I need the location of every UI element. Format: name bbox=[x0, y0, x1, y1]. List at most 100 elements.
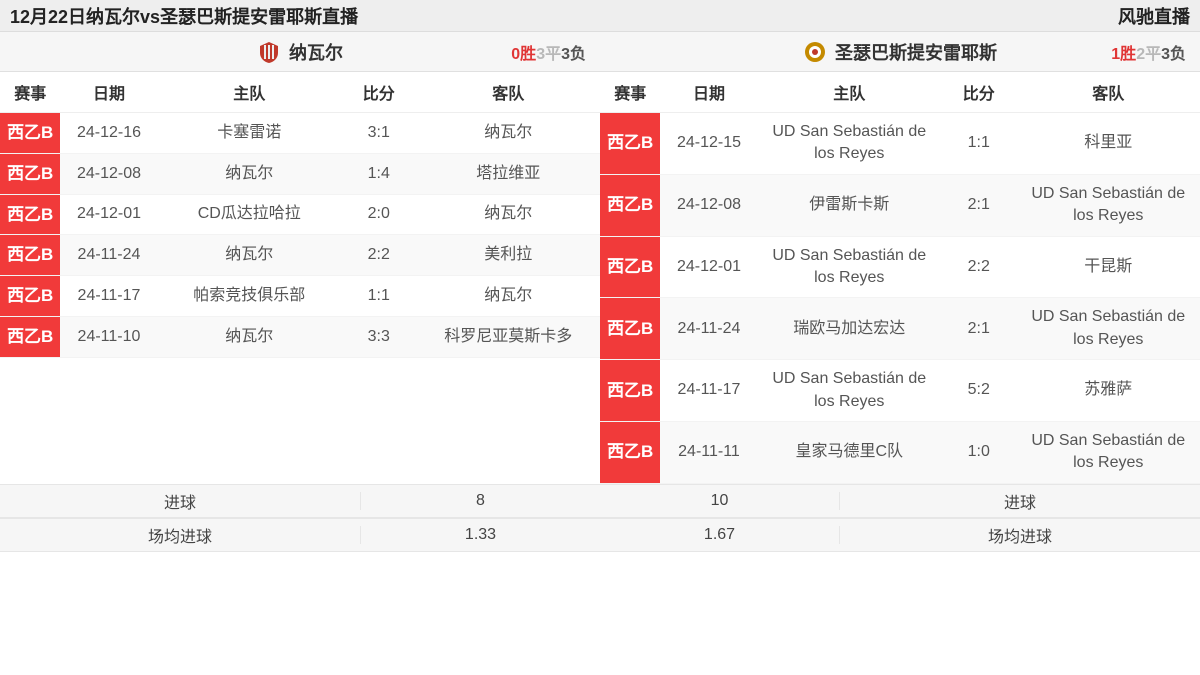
cell-home: 帕索竞技俱乐部 bbox=[158, 276, 341, 317]
col-score: 比分 bbox=[941, 72, 1017, 113]
cell-home: UD San Sebastián de los Reyes bbox=[758, 360, 941, 422]
stat-label: 场均进球 bbox=[0, 523, 360, 547]
cell-date: 24-12-08 bbox=[60, 153, 157, 194]
cell-score: 2:2 bbox=[341, 235, 417, 276]
cell-away: 塔拉维亚 bbox=[417, 153, 600, 194]
cell-away: UD San Sebastián de los Reyes bbox=[1017, 298, 1200, 360]
cell-league: 西乙B bbox=[600, 360, 660, 422]
record-draws: 3平 bbox=[536, 46, 561, 63]
team-name-right: 圣瑟巴斯提安雷耶斯 bbox=[835, 39, 997, 65]
col-league: 赛事 bbox=[0, 72, 60, 113]
cell-league: 西乙B bbox=[0, 113, 60, 154]
record-wins: 1胜 bbox=[1111, 46, 1136, 63]
cell-home: UD San Sebastián de los Reyes bbox=[758, 236, 941, 298]
record-draws: 2平 bbox=[1136, 46, 1161, 63]
left-panel: 纳瓦尔 0胜3平3负 赛事 日期 主队 比分 客队 西乙B24-12-16卡塞雷… bbox=[0, 32, 600, 484]
cell-away: 科罗尼亚莫斯卡多 bbox=[417, 316, 600, 357]
cell-away: 纳瓦尔 bbox=[417, 194, 600, 235]
cell-score: 1:1 bbox=[341, 276, 417, 317]
col-home: 主队 bbox=[158, 72, 341, 113]
table-row[interactable]: 西乙B24-11-11皇家马德里C队1:0UD San Sebastián de… bbox=[600, 421, 1200, 483]
cell-league: 西乙B bbox=[0, 235, 60, 276]
cell-home: CD瓜达拉哈拉 bbox=[158, 194, 341, 235]
cell-score: 2:2 bbox=[941, 236, 1017, 298]
stat-label: 进球 bbox=[0, 489, 360, 513]
cell-date: 24-12-08 bbox=[660, 174, 757, 236]
matches-table-left: 赛事 日期 主队 比分 客队 西乙B24-12-16卡塞雷诺3:1纳瓦尔西乙B2… bbox=[0, 72, 600, 358]
cell-score: 1:4 bbox=[341, 153, 417, 194]
col-league: 赛事 bbox=[600, 72, 660, 113]
right-panel: 圣瑟巴斯提安雷耶斯 1胜2平3负 赛事 日期 主队 比分 客队 西乙B24-12… bbox=[600, 32, 1200, 484]
cell-home: 瑞欧马加达宏达 bbox=[758, 298, 941, 360]
stat-row-avg: 1.67 场均进球 bbox=[600, 518, 1200, 552]
table-header-row: 赛事 日期 主队 比分 客队 bbox=[0, 72, 600, 113]
table-row[interactable]: 西乙B24-12-01CD瓜达拉哈拉2:0纳瓦尔 bbox=[0, 194, 600, 235]
cell-date: 24-11-24 bbox=[60, 235, 157, 276]
team-crest-icon bbox=[257, 40, 281, 64]
cell-home: 卡塞雷诺 bbox=[158, 113, 341, 154]
cell-date: 24-12-01 bbox=[60, 194, 157, 235]
cell-score: 5:2 bbox=[941, 360, 1017, 422]
team-crest-icon bbox=[803, 40, 827, 64]
cell-league: 西乙B bbox=[0, 194, 60, 235]
cell-date: 24-12-15 bbox=[660, 113, 757, 175]
record-losses: 3负 bbox=[561, 46, 586, 63]
cell-league: 西乙B bbox=[0, 153, 60, 194]
main-content: 纳瓦尔 0胜3平3负 赛事 日期 主队 比分 客队 西乙B24-12-16卡塞雷… bbox=[0, 32, 1200, 484]
cell-home: 纳瓦尔 bbox=[158, 235, 341, 276]
cell-score: 1:1 bbox=[941, 113, 1017, 175]
table-row[interactable]: 西乙B24-11-10纳瓦尔3:3科罗尼亚莫斯卡多 bbox=[0, 316, 600, 357]
table-row[interactable]: 西乙B24-11-24瑞欧马加达宏达2:1UD San Sebastián de… bbox=[600, 298, 1200, 360]
table-row[interactable]: 西乙B24-12-08纳瓦尔1:4塔拉维亚 bbox=[0, 153, 600, 194]
cell-league: 西乙B bbox=[600, 421, 660, 483]
table-row[interactable]: 西乙B24-11-24纳瓦尔2:2美利拉 bbox=[0, 235, 600, 276]
cell-away: 科里亚 bbox=[1017, 113, 1200, 175]
stat-value: 10 bbox=[600, 492, 840, 510]
stat-value: 1.67 bbox=[600, 526, 840, 544]
record-wins: 0胜 bbox=[511, 46, 536, 63]
table-row[interactable]: 西乙B24-12-08伊雷斯卡斯2:1UD San Sebastián de l… bbox=[600, 174, 1200, 236]
cell-home: 纳瓦尔 bbox=[158, 316, 341, 357]
stat-label: 进球 bbox=[840, 489, 1200, 513]
team-record-right: 1胜2平3负 bbox=[1111, 40, 1186, 64]
site-name: 风驰直播 bbox=[1118, 3, 1190, 29]
cell-score: 2:1 bbox=[941, 174, 1017, 236]
cell-date: 24-11-17 bbox=[660, 360, 757, 422]
table-row[interactable]: 西乙B24-12-01UD San Sebastián de los Reyes… bbox=[600, 236, 1200, 298]
cell-away: UD San Sebastián de los Reyes bbox=[1017, 174, 1200, 236]
cell-away: UD San Sebastián de los Reyes bbox=[1017, 421, 1200, 483]
stat-label: 场均进球 bbox=[840, 523, 1200, 547]
stat-row-goals: 10 进球 bbox=[600, 484, 1200, 518]
cell-date: 24-11-11 bbox=[660, 421, 757, 483]
col-date: 日期 bbox=[660, 72, 757, 113]
cell-league: 西乙B bbox=[0, 316, 60, 357]
cell-league: 西乙B bbox=[600, 113, 660, 175]
cell-score: 2:1 bbox=[941, 298, 1017, 360]
record-losses: 3负 bbox=[1161, 46, 1186, 63]
cell-date: 24-11-17 bbox=[60, 276, 157, 317]
team-header-right: 圣瑟巴斯提安雷耶斯 1胜2平3负 bbox=[600, 32, 1200, 72]
table-row[interactable]: 西乙B24-11-17UD San Sebastián de los Reyes… bbox=[600, 360, 1200, 422]
cell-home: 皇家马德里C队 bbox=[758, 421, 941, 483]
cell-home: 纳瓦尔 bbox=[158, 153, 341, 194]
table-row[interactable]: 西乙B24-11-17帕索竞技俱乐部1:1纳瓦尔 bbox=[0, 276, 600, 317]
cell-league: 西乙B bbox=[600, 298, 660, 360]
team-header-left: 纳瓦尔 0胜3平3负 bbox=[0, 32, 600, 72]
cell-away: 纳瓦尔 bbox=[417, 113, 600, 154]
cell-away: 苏雅萨 bbox=[1017, 360, 1200, 422]
col-home: 主队 bbox=[758, 72, 941, 113]
page-title: 12月22日纳瓦尔vs圣瑟巴斯提安雷耶斯直播 bbox=[10, 3, 358, 29]
stat-value: 8 bbox=[360, 492, 600, 510]
cell-date: 24-12-16 bbox=[60, 113, 157, 154]
col-away: 客队 bbox=[417, 72, 600, 113]
stats-left: 进球 8 场均进球 1.33 bbox=[0, 484, 600, 552]
stat-row-avg: 场均进球 1.33 bbox=[0, 518, 600, 552]
cell-away: 干昆斯 bbox=[1017, 236, 1200, 298]
stat-value: 1.33 bbox=[360, 526, 600, 544]
cell-date: 24-12-01 bbox=[660, 236, 757, 298]
col-score: 比分 bbox=[341, 72, 417, 113]
table-row[interactable]: 西乙B24-12-16卡塞雷诺3:1纳瓦尔 bbox=[0, 113, 600, 154]
table-row[interactable]: 西乙B24-12-15UD San Sebastián de los Reyes… bbox=[600, 113, 1200, 175]
cell-league: 西乙B bbox=[600, 236, 660, 298]
col-date: 日期 bbox=[60, 72, 157, 113]
